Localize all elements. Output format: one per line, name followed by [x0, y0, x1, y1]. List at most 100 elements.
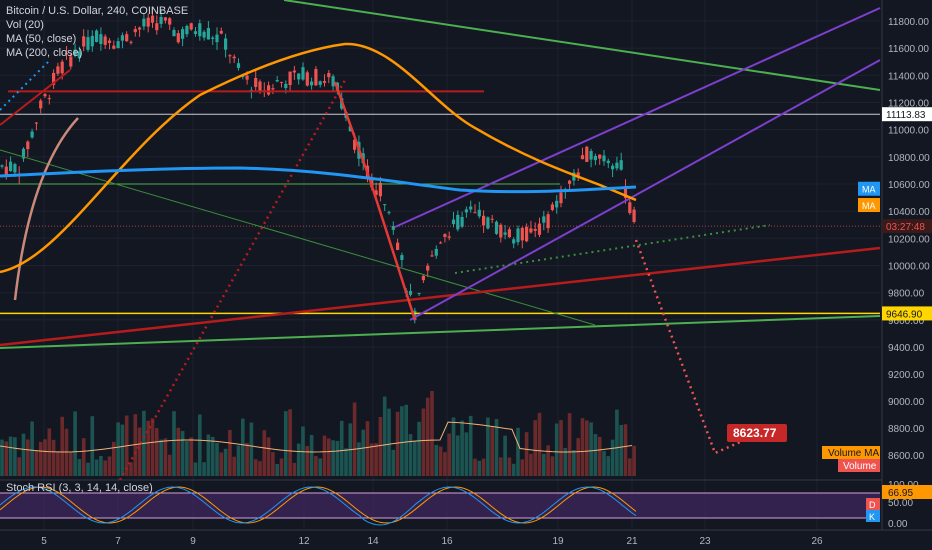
candle-body: [430, 255, 434, 257]
candle-body: [396, 242, 400, 250]
price-tick-label: 11600.00: [888, 44, 929, 55]
stoch-tick-label: 50.00: [888, 498, 913, 509]
candle-body: [254, 77, 258, 87]
candle-body: [73, 49, 77, 56]
volume-bar: [172, 411, 176, 476]
volume-bar: [339, 420, 344, 476]
volume-bar: [288, 409, 292, 476]
volume-bar: [443, 452, 447, 476]
volume-bar: [400, 406, 404, 476]
volume-bar: [99, 455, 103, 476]
channel-lower-line: [409, 59, 881, 321]
price-badge-label: 11113.83: [886, 110, 926, 121]
volume-bar: [8, 436, 13, 476]
candle-body: [533, 228, 537, 231]
volume-bar: [202, 462, 206, 476]
volume-bar: [486, 417, 490, 476]
candle-body: [469, 206, 473, 210]
volume-bar: [210, 436, 215, 476]
time-tick-label: 21: [626, 536, 638, 547]
price-tick-label: 9400.00: [888, 343, 925, 354]
candle-body: [206, 28, 210, 40]
volume-bar: [357, 442, 361, 476]
volume-bar: [232, 456, 236, 476]
volume-bar: [69, 452, 73, 476]
price-badge-label: 9646.90: [886, 309, 923, 320]
volume-bar: [597, 436, 602, 476]
candle-body: [537, 223, 542, 235]
candle-body: [142, 18, 146, 27]
volume-bar: [284, 411, 288, 476]
candle-body: [353, 139, 357, 150]
volume-bar: [155, 428, 159, 476]
price-tick-label: 11800.00: [888, 17, 929, 28]
volume-bar: [447, 433, 451, 476]
volume-bar: [438, 446, 443, 476]
volume-bar: [26, 439, 30, 476]
volume-ma-line: [0, 421, 633, 453]
candle-body: [90, 35, 94, 47]
volume-bar: [425, 397, 430, 476]
volume-bar: [542, 453, 546, 476]
candle-body: [417, 292, 421, 294]
early-red-trendline: [0, 69, 71, 126]
volume-bar: [30, 421, 34, 476]
candle-body: [0, 165, 4, 167]
candle-body: [439, 242, 443, 244]
volume-bar: [13, 437, 17, 476]
volume-bar: [275, 463, 279, 476]
volume-bar: [176, 427, 181, 476]
stoch-k-marker-label: K: [869, 512, 875, 522]
ma-badge-label: MA: [862, 201, 876, 211]
volume-bar: [387, 408, 391, 476]
candle-body: [21, 148, 26, 159]
volume-bar: [327, 438, 331, 476]
volume-bar: [434, 445, 439, 476]
price-tick-label: 10600.00: [888, 180, 930, 191]
candle-body: [490, 218, 494, 220]
volume-bar: [477, 460, 482, 476]
volume-bar: [228, 429, 232, 476]
volume-bar: [554, 423, 559, 476]
volume-bar: [365, 421, 370, 476]
ma-badge: [858, 181, 880, 196]
candlesticks: [0, 7, 636, 324]
volume-bar: [73, 411, 77, 476]
volume-bar: [38, 441, 43, 476]
volume-bar: [180, 431, 185, 476]
ma200-line: [0, 166, 637, 194]
candle-body: [202, 31, 206, 38]
candle-body: [228, 55, 232, 57]
price-tick-label: 10400.00: [888, 207, 930, 218]
price-tick-label: 9600.00: [888, 316, 925, 327]
volume-bar: [413, 440, 417, 476]
candle-body: [529, 228, 533, 233]
volume-bar: [206, 434, 211, 476]
candle-body: [146, 17, 150, 27]
volume-bar: [185, 441, 189, 476]
volume-bar: [567, 413, 572, 476]
candle-body: [95, 30, 99, 43]
volume-bar: [585, 420, 589, 476]
volume-bar: [223, 448, 228, 476]
upper-green-trendline: [283, 0, 881, 91]
candle-body: [30, 131, 34, 138]
volume-bar: [417, 421, 421, 476]
volume-bar: [86, 462, 90, 476]
candle-body: [305, 72, 309, 86]
stoch-rsi-panel: [0, 479, 932, 526]
time-tick-label: 26: [811, 536, 823, 547]
candle-body: [619, 160, 623, 170]
volume-bar: [503, 435, 507, 476]
candle-body: [297, 73, 301, 80]
volume-bar: [17, 457, 21, 476]
volume-bar: [90, 416, 95, 476]
volume-bar: [546, 445, 550, 476]
price-badge-label: 03:27:48: [886, 222, 925, 233]
candle-body: [155, 23, 159, 31]
candle-body: [464, 209, 468, 213]
time-tick-label: 9: [190, 536, 196, 547]
price-tick-label: 10000.00: [888, 261, 930, 272]
volume-bar: [120, 424, 125, 476]
